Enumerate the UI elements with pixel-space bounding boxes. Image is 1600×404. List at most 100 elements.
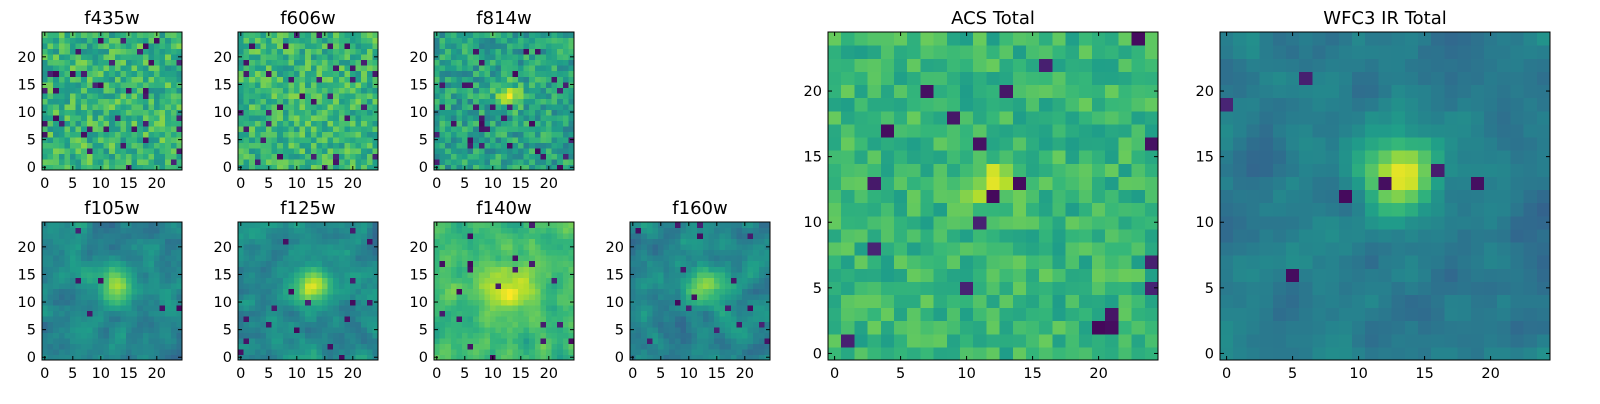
- heatmap-cell: [311, 54, 317, 60]
- heatmap-cell: [148, 38, 154, 44]
- heatmap-cell: [115, 131, 121, 137]
- heatmap-cell: [104, 60, 110, 66]
- heatmap-cell: [59, 228, 65, 234]
- heatmap-cell: [53, 82, 59, 88]
- heatmap-cell: [535, 283, 541, 289]
- heatmap-cell: [507, 60, 513, 66]
- heatmap-cell: [98, 233, 104, 239]
- heatmap-cell: [171, 338, 177, 344]
- heatmap-cell: [244, 153, 250, 159]
- heatmap-cell: [48, 38, 54, 44]
- heatmap-cell: [148, 142, 154, 148]
- heatmap-cell: [1052, 334, 1066, 348]
- heatmap-cell: [350, 261, 356, 267]
- heatmap-cell: [647, 327, 653, 333]
- heatmap-cell: [328, 49, 334, 55]
- heatmap-cell: [692, 327, 698, 333]
- heatmap-cell: [48, 137, 54, 143]
- heatmap-cell: [171, 244, 177, 250]
- heatmap-cell: [294, 266, 300, 272]
- heatmap-cell: [1092, 163, 1106, 177]
- heatmap-cell: [249, 65, 255, 71]
- heatmap-cell: [132, 120, 138, 126]
- heatmap-cell: [664, 272, 670, 278]
- y-tick-label: 0: [223, 160, 232, 176]
- heatmap-cell: [277, 60, 283, 66]
- heatmap-cell: [473, 54, 479, 60]
- heatmap-cell: [92, 261, 98, 267]
- heatmap-cell: [473, 38, 479, 44]
- heatmap-cell: [524, 299, 530, 305]
- heatmap-cell: [484, 321, 490, 327]
- heatmap-cell: [42, 65, 48, 71]
- heatmap-cell: [868, 189, 882, 203]
- heatmap-cell: [92, 153, 98, 159]
- heatmap-cell: [484, 60, 490, 66]
- heatmap-cell: [244, 222, 250, 228]
- heatmap-cell: [316, 316, 322, 322]
- heatmap-cell: [260, 71, 266, 77]
- heatmap-cell: [148, 222, 154, 228]
- heatmap-cell: [725, 288, 731, 294]
- heatmap-cell: [70, 82, 76, 88]
- heatmap-cell: [552, 321, 558, 327]
- heatmap-cell: [456, 54, 462, 60]
- heatmap-cell: [238, 87, 244, 93]
- heatmap-cell: [484, 65, 490, 71]
- heatmap-cell: [1132, 268, 1146, 282]
- heatmap-cell: [731, 228, 737, 234]
- heatmap-cell: [92, 250, 98, 256]
- heatmap-cell: [647, 266, 653, 272]
- heatmap-cell: [356, 120, 362, 126]
- heatmap-cell: [367, 266, 373, 272]
- heatmap-cell: [294, 332, 300, 338]
- x-tick-label: 0: [40, 366, 49, 382]
- heatmap-cell: [714, 294, 720, 300]
- heatmap-cell: [680, 266, 686, 272]
- heatmap-cell: [524, 327, 530, 333]
- heatmap-cell: [244, 310, 250, 316]
- heatmap-cell: [552, 327, 558, 333]
- heatmap-cell: [1052, 189, 1066, 203]
- heatmap-cell: [479, 305, 485, 311]
- heatmap-cell: [748, 327, 754, 333]
- heatmap-cell: [535, 255, 541, 261]
- heatmap-cell: [53, 244, 59, 250]
- heatmap-cell: [277, 93, 283, 99]
- heatmap-cell: [132, 82, 138, 88]
- heatmap-cell: [333, 109, 339, 115]
- heatmap-cell: [165, 255, 171, 261]
- heatmap-cell: [294, 109, 300, 115]
- heatmap-cell: [703, 316, 709, 322]
- heatmap-cell: [288, 255, 294, 261]
- heatmap-cell: [104, 115, 110, 121]
- heatmap-cell: [356, 115, 362, 121]
- x-tick-label: 0: [432, 366, 441, 382]
- heatmap-cell: [339, 76, 345, 82]
- heatmap-cell: [272, 60, 278, 66]
- heatmap-cell: [244, 283, 250, 289]
- heatmap-cell: [76, 349, 82, 355]
- heatmap-cell: [42, 142, 48, 148]
- heatmap-cell: [53, 222, 59, 228]
- heatmap-cell: [501, 87, 507, 93]
- heatmap-cell: [456, 82, 462, 88]
- heatmap-cell: [266, 159, 272, 165]
- heatmap-cell: [154, 126, 160, 132]
- heatmap-cell: [322, 261, 328, 267]
- heatmap-cell: [255, 60, 261, 66]
- heatmap-cell: [311, 266, 317, 272]
- heatmap-cell: [277, 294, 283, 300]
- heatmap-cell: [456, 159, 462, 165]
- heatmap-cell: [48, 239, 54, 245]
- heatmap-cell: [748, 222, 754, 228]
- heatmap-cell: [266, 349, 272, 355]
- heatmap-cell: [137, 338, 143, 344]
- heatmap-cell: [1039, 242, 1053, 256]
- heatmap-cell: [64, 233, 70, 239]
- heatmap-cell: [328, 148, 334, 154]
- y-tick-label: 20: [18, 50, 36, 66]
- heatmap-cell: [350, 131, 356, 137]
- heatmap-cell: [636, 283, 642, 289]
- heatmap-cell: [42, 71, 48, 77]
